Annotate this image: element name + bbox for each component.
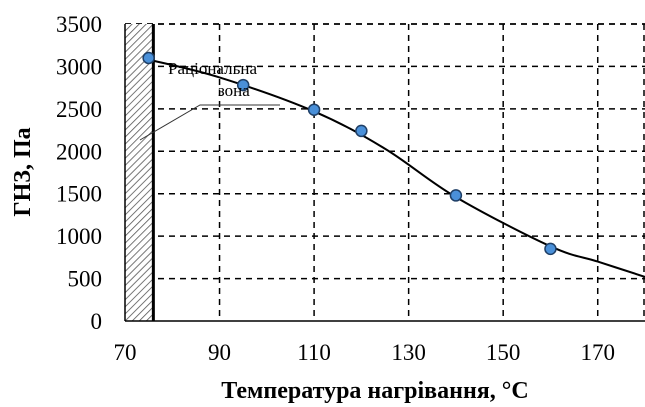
data-point [355, 124, 368, 138]
data-point [449, 189, 463, 202]
data-point [307, 103, 321, 116]
x-tick-label: 90 [208, 340, 231, 365]
y-tick-label: 3000 [56, 54, 102, 79]
grid [125, 23, 645, 321]
y-tick-label: 500 [68, 267, 103, 292]
trend-line-layer [148, 58, 645, 278]
x-tick-label: 70 [114, 340, 137, 365]
zone-annotation: Раціональна зона [139, 59, 280, 141]
trend-line [148, 58, 645, 278]
x-tick-label: 110 [297, 340, 331, 365]
y-axis-title: ГНЗ, Па [10, 127, 36, 216]
data-point [142, 51, 155, 65]
y-tick-label: 1500 [56, 182, 102, 207]
annotation-leader [139, 104, 280, 141]
zone-label-line2: зона [218, 81, 250, 100]
hatched-zone [125, 24, 154, 321]
x-axis-title: Температура нагрівання, °С [221, 378, 528, 404]
axes: 0 500 1000 1500 2000 2500 3000 3500 70 90 110 130 15… [56, 12, 645, 365]
y-tick-label: 2000 [56, 139, 102, 164]
y-tick-label: 3500 [56, 12, 102, 37]
data-points [142, 51, 557, 256]
x-tick-label: 130 [391, 340, 426, 365]
rational-zone [125, 24, 155, 321]
y-tick-label: 0 [91, 309, 103, 334]
zone-label-line1: Раціональна [168, 59, 257, 78]
data-point [544, 242, 557, 256]
data-point [236, 78, 250, 92]
x-tick-label: 150 [486, 340, 521, 365]
y-tick-label: 1000 [56, 224, 102, 249]
x-tick-label: 170 [580, 340, 615, 365]
y-tick-label: 2500 [56, 97, 102, 122]
